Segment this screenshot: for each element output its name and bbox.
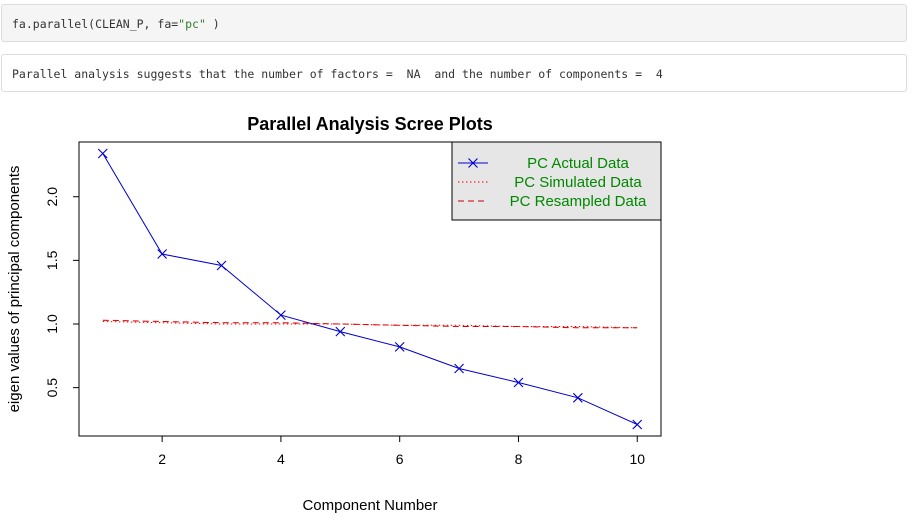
- plot-area: 2 4 6 8 10 0.5 1.0 1.5 2.0 PC Actual Data PC Simul…: [44, 141, 662, 467]
- x-axis-label: Component Number: [302, 497, 437, 514]
- data-point-marker: [335, 326, 346, 337]
- data-point-marker: [513, 377, 524, 388]
- data-point-marker: [632, 419, 643, 430]
- legend-label-1: PC Actual Data: [527, 155, 629, 172]
- chart-title: Parallel Analysis Scree Plots: [247, 114, 492, 134]
- scree-plot: Parallel Analysis Scree Plots 2 4 6 8 10 0.5 1…: [6, 114, 662, 514]
- data-point-marker: [572, 392, 583, 403]
- legend-box: [451, 141, 662, 221]
- x-tick-label: 8: [515, 451, 523, 467]
- series-line-1: [102, 153, 638, 425]
- data-point-marker: [394, 342, 405, 352]
- x-tick-label: 6: [396, 451, 404, 467]
- legend-label-3: PC Resampled Data: [510, 193, 647, 210]
- output-text: Parallel analysis suggests that the numb…: [12, 67, 663, 81]
- code-text: fa.parallel(CLEAN_P, fa="pc" ): [12, 17, 220, 31]
- series-line-3: [102, 319, 638, 329]
- x-tick-label: 4: [277, 451, 285, 467]
- y-tick-label: 1.0: [44, 314, 60, 334]
- series-line-2: [102, 321, 638, 329]
- code-cell: fa.parallel(CLEAN_P, fa="pc" ): [1, 4, 907, 42]
- data-point-marker: [157, 249, 168, 259]
- legend-label-2: PC Simulated Data: [514, 174, 642, 191]
- code-string-arg: "pc": [178, 17, 206, 31]
- y-tick-label: 1.5: [44, 250, 60, 270]
- code-prefix: fa.parallel(CLEAN_P, fa=: [12, 17, 179, 31]
- data-point-marker: [276, 310, 286, 320]
- y-tick-label: 0.5: [44, 378, 60, 398]
- x-tick-label: 10: [629, 451, 645, 467]
- y-axis-label: eigen values of principal components: [6, 166, 23, 413]
- plot-frame: [78, 141, 662, 437]
- output-cell: Parallel analysis suggests that the numb…: [1, 54, 907, 92]
- data-point-marker: [97, 148, 108, 159]
- data-point-marker: [216, 260, 227, 271]
- code-suffix: ): [205, 17, 220, 31]
- data-point-marker: [454, 363, 464, 374]
- x-tick-label: 2: [158, 451, 166, 467]
- y-tick-label: 2.0: [44, 187, 60, 207]
- legend-marker: [468, 158, 478, 168]
